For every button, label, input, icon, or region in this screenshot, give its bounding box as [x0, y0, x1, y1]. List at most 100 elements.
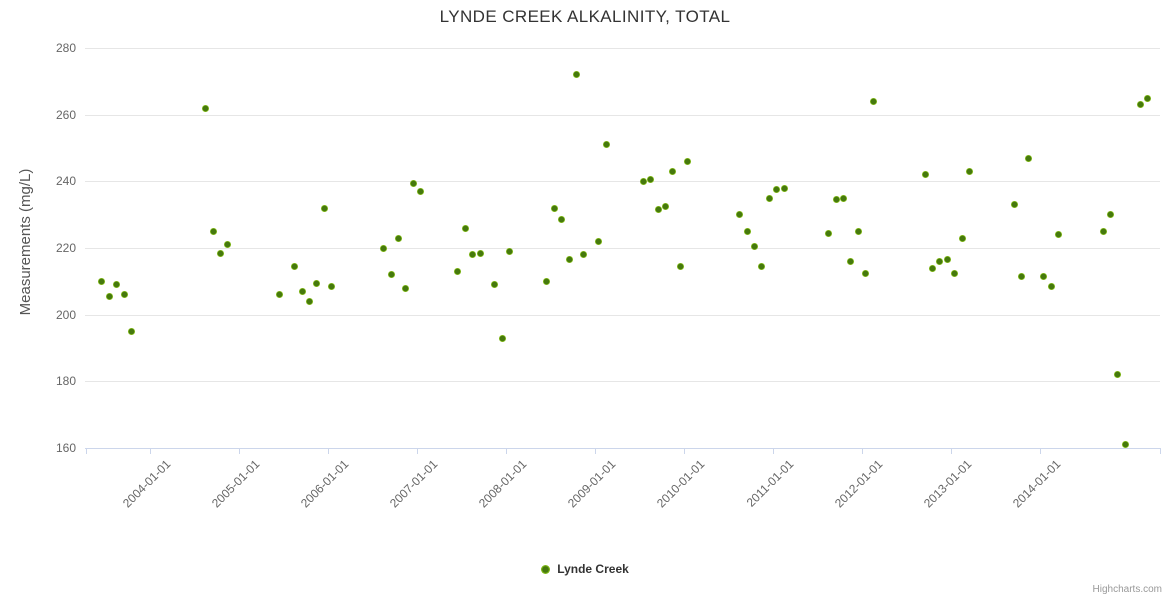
data-point[interactable] [765, 194, 773, 202]
grid-line [85, 181, 1160, 182]
data-point[interactable] [758, 262, 766, 270]
x-axis-label: 2010-01-01 [653, 457, 707, 511]
data-point[interactable] [572, 71, 580, 79]
data-point[interactable] [1106, 211, 1114, 219]
data-point[interactable] [550, 204, 558, 212]
data-point[interactable] [113, 281, 121, 289]
data-point[interactable] [476, 249, 484, 257]
x-axis-label: 2007-01-01 [386, 457, 440, 511]
data-point[interactable] [417, 187, 425, 195]
data-point[interactable] [921, 171, 929, 179]
data-point[interactable] [1025, 154, 1033, 162]
data-point[interactable] [387, 271, 395, 279]
x-axis-tick [773, 448, 774, 454]
data-point[interactable] [736, 211, 744, 219]
data-point[interactable] [1114, 371, 1122, 379]
data-point[interactable] [1121, 441, 1129, 449]
data-point[interactable] [454, 267, 462, 275]
credits-link[interactable]: Highcharts.com [1092, 584, 1162, 595]
data-point[interactable] [469, 251, 477, 259]
data-point[interactable] [862, 269, 870, 277]
data-point[interactable] [1055, 231, 1063, 239]
data-point[interactable] [832, 196, 840, 204]
data-point[interactable] [1047, 282, 1055, 290]
x-axis-tick [506, 448, 507, 454]
data-point[interactable] [1017, 272, 1025, 280]
data-point[interactable] [506, 247, 514, 255]
data-point[interactable] [320, 204, 328, 212]
data-point[interactable] [402, 284, 410, 292]
data-point[interactable] [854, 227, 862, 235]
x-axis-label: 2011-01-01 [743, 457, 796, 510]
data-point[interactable] [639, 177, 647, 185]
data-point[interactable] [224, 241, 232, 249]
data-point[interactable] [869, 97, 877, 105]
data-point[interactable] [743, 227, 751, 235]
legend-marker-icon [541, 564, 551, 574]
data-point[interactable] [966, 167, 974, 175]
data-point[interactable] [298, 287, 306, 295]
data-point[interactable] [847, 257, 855, 265]
x-axis-label: 2008-01-01 [475, 457, 529, 511]
data-point[interactable] [928, 264, 936, 272]
y-axis-label: 160 [55, 441, 76, 455]
data-point[interactable] [1040, 272, 1048, 280]
x-axis-tick [595, 448, 596, 454]
data-point[interactable] [202, 104, 210, 112]
data-point[interactable] [936, 257, 944, 265]
data-point[interactable] [305, 297, 313, 305]
data-point[interactable] [773, 186, 781, 194]
data-point[interactable] [276, 291, 284, 299]
data-point[interactable] [543, 277, 551, 285]
data-point[interactable] [328, 282, 336, 290]
x-axis-tick [1040, 448, 1041, 454]
chart-title: LYNDE CREEK ALKALINITY, TOTAL [439, 7, 731, 26]
data-point[interactable] [839, 194, 847, 202]
x-axis-line [85, 448, 1160, 449]
data-point[interactable] [498, 334, 506, 342]
data-point[interactable] [565, 256, 573, 264]
data-point[interactable] [580, 251, 588, 259]
data-point[interactable] [669, 167, 677, 175]
data-point[interactable] [558, 216, 566, 224]
data-point[interactable] [750, 242, 758, 250]
data-point[interactable] [654, 206, 662, 214]
grid-line [85, 315, 1160, 316]
data-point[interactable] [409, 179, 417, 187]
data-point[interactable] [951, 269, 959, 277]
data-point[interactable] [684, 157, 692, 165]
data-point[interactable] [661, 202, 669, 210]
data-point[interactable] [1136, 101, 1144, 109]
data-point[interactable] [1099, 227, 1107, 235]
data-point[interactable] [216, 249, 224, 257]
data-point[interactable] [461, 224, 469, 232]
legend-label: Lynde Creek [557, 562, 629, 576]
data-point[interactable] [676, 262, 684, 270]
data-point[interactable] [595, 237, 603, 245]
data-point[interactable] [98, 277, 106, 285]
data-point[interactable] [394, 234, 402, 242]
grid-line [85, 48, 1160, 49]
data-point[interactable] [943, 256, 951, 264]
data-point[interactable] [958, 234, 966, 242]
data-point[interactable] [120, 291, 128, 299]
data-point[interactable] [825, 229, 833, 237]
y-axis-label: 240 [55, 174, 76, 188]
data-point[interactable] [105, 292, 113, 300]
data-point[interactable] [1144, 94, 1152, 102]
x-axis-boundary-tick [85, 448, 87, 454]
legend-item-lynde-creek[interactable]: Lynde Creek [0, 562, 1170, 576]
data-point[interactable] [127, 327, 135, 335]
data-point[interactable] [291, 262, 299, 270]
data-point[interactable] [780, 184, 788, 192]
data-point[interactable] [602, 141, 610, 149]
x-axis-label: 2006-01-01 [297, 457, 351, 511]
data-point[interactable] [1010, 201, 1018, 209]
data-point[interactable] [209, 227, 217, 235]
data-point[interactable] [313, 279, 321, 287]
x-axis-tick [150, 448, 151, 454]
data-point[interactable] [647, 176, 655, 184]
data-point[interactable] [380, 244, 388, 252]
data-point[interactable] [491, 281, 499, 289]
